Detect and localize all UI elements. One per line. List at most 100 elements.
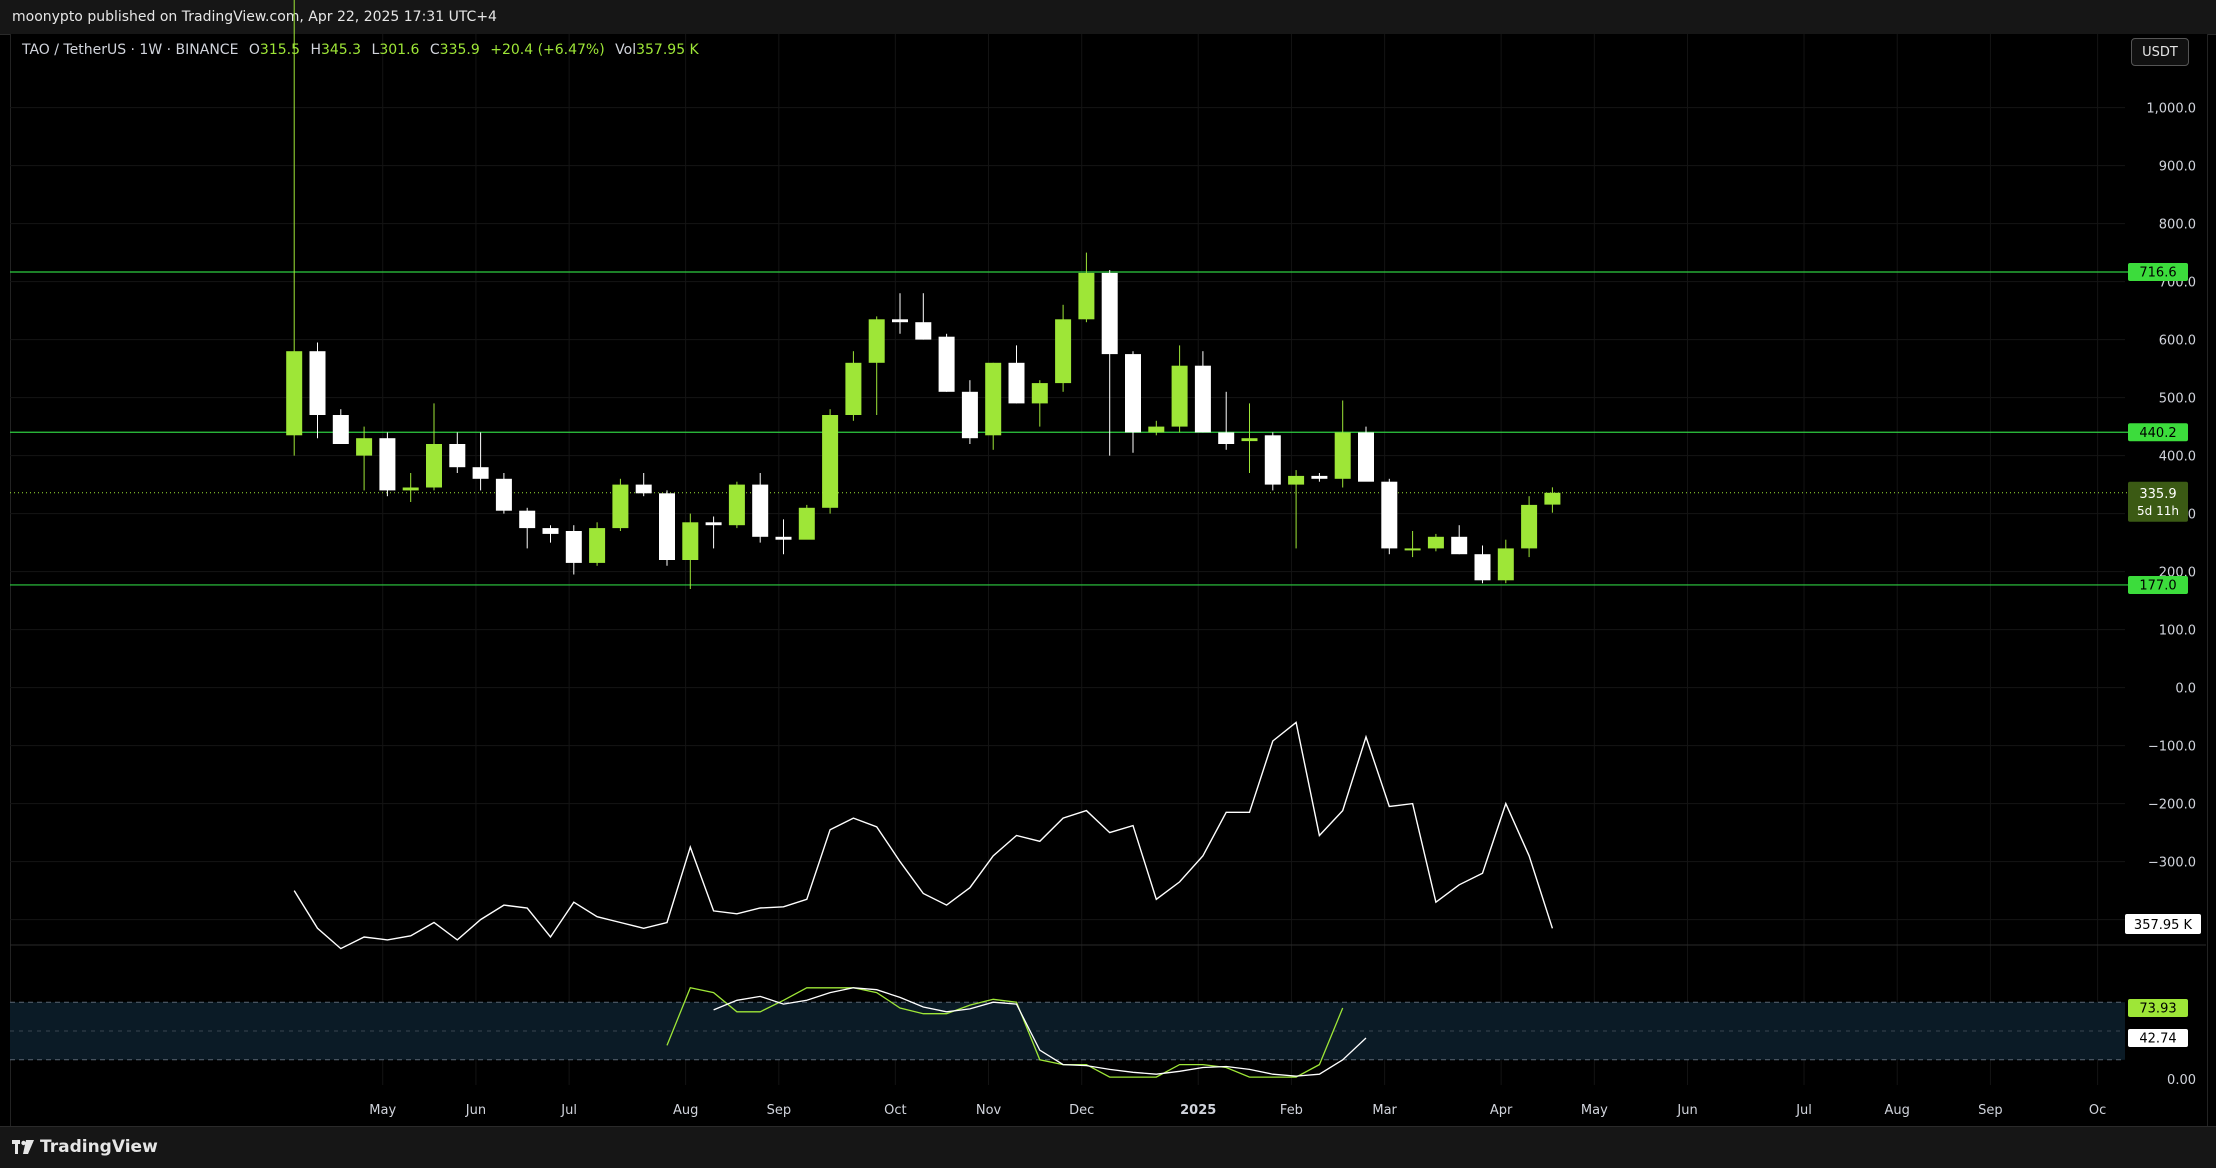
level-badge-text: 440.2 [2139, 426, 2176, 441]
price-badges: 716.6 440.2 177.0 335.9 5d 11h 357.95 K 73.93 4… [2125, 262, 2201, 1047]
candle-body [659, 493, 675, 560]
time-tick-label: May [369, 1103, 396, 1118]
candle-body [402, 487, 419, 491]
brand-text: TradingView [40, 1137, 158, 1157]
legend-high-label: H [310, 42, 321, 58]
candles [286, 0, 1561, 589]
candle-body [1334, 432, 1351, 479]
price-tick-label: 800.0 [2159, 218, 2196, 233]
candle-body [332, 415, 349, 444]
legend-vol: 357.95 K [636, 42, 699, 58]
price-tick-label: 400.0 [2159, 450, 2196, 465]
level-badge-text: 716.6 [2139, 265, 2176, 280]
candle-body [1381, 481, 1398, 549]
oscillator-k-badge-bg [2128, 999, 2188, 1018]
candle-body [822, 415, 839, 508]
oscillator-d-badge-bg [2128, 1028, 2188, 1047]
legend-open-label: O [248, 42, 260, 58]
candle-body [635, 484, 652, 494]
time-tick-label: Oc [2089, 1103, 2106, 1118]
level-badge-bg [2128, 575, 2188, 594]
candle-body [682, 522, 699, 560]
candle-body [1218, 432, 1235, 444]
candle-body [589, 528, 606, 563]
candle-body [1474, 554, 1491, 581]
time-tick-label: Feb [1280, 1103, 1303, 1118]
price-tick-label: 500.0 [2159, 392, 2196, 407]
level-badge-text: 177.0 [2139, 578, 2176, 593]
footer-bar: TradingView [0, 1126, 2216, 1168]
time-tick-label: Sep [767, 1103, 792, 1118]
currency-button[interactable]: USDT [2131, 38, 2189, 66]
oscillator-lines [666, 987, 1367, 1078]
candle-body [1451, 536, 1468, 555]
time-tick-label: Dec [1069, 1103, 1094, 1118]
candle-body [1427, 536, 1444, 549]
oscillator-d-line [713, 987, 1367, 1077]
indicator-tick-label: −300.0 [2148, 856, 2196, 871]
oscillator-k-badge-text: 73.93 [2139, 1002, 2176, 1017]
publish-text: moonypto published on TradingView.com, A… [12, 9, 497, 25]
candle-body [845, 362, 862, 415]
level-badge-bg [2128, 423, 2188, 442]
candle-body [1125, 354, 1141, 433]
candle-body [985, 362, 1002, 436]
time-tick-label: Jul [560, 1103, 577, 1118]
chart-frame [10, 34, 2208, 1126]
legend-close-label: C [429, 42, 440, 58]
grid [10, 34, 2206, 1085]
candle-body [915, 322, 932, 340]
candle-body [1171, 365, 1188, 427]
candle-body [728, 484, 745, 526]
tradingview-logo-icon [12, 1140, 34, 1154]
legend-low-label: L [371, 42, 380, 58]
candle-body [1241, 438, 1258, 442]
time-axis: May Jun Jul Aug Sep Oct Nov Dec 2025 Feb Mar Apr May… [369, 1103, 2106, 1118]
time-tick-label: Sep [1978, 1103, 2003, 1118]
last-price-badge-bg [2128, 481, 2188, 522]
candle-body [309, 351, 326, 415]
candle-body [1031, 383, 1048, 404]
legend-change: +20.4 (+6.47%) [490, 42, 605, 58]
oscillator-d-badge-text: 42.74 [2139, 1031, 2176, 1046]
candle-body [379, 438, 396, 491]
candle-body [1521, 504, 1538, 549]
indicator-line [293, 721, 1554, 950]
candle-body [542, 528, 559, 534]
indicator-tick-label: −200.0 [2148, 798, 2196, 813]
oscillator-zero-label: 0.00 [2167, 1073, 2196, 1088]
horizontal-levels [10, 271, 2128, 586]
candle-body [1358, 432, 1374, 482]
time-tick-label: Aug [1885, 1103, 1910, 1118]
price-tick-label: 1,000.0 [2146, 102, 2196, 117]
indicator-last-badge-text: 357.95 K [2134, 918, 2193, 933]
time-tick-label: Apr [1490, 1103, 1513, 1118]
candle-body [286, 351, 303, 436]
time-tick-label: Aug [673, 1103, 698, 1118]
price-tick-label: 0.0 [2175, 682, 2196, 697]
legend-high: 345.3 [320, 42, 362, 58]
candle-body [449, 444, 466, 468]
candle-body [1264, 435, 1281, 485]
indicator-last-badge-bg [2125, 914, 2201, 934]
time-tick-label: May [1581, 1103, 1608, 1118]
candle-body [356, 438, 373, 456]
price-tick-label: 900.0 [2159, 160, 2196, 175]
candle-body [1497, 548, 1514, 581]
candle-body [1008, 362, 1025, 404]
candle-body [1078, 272, 1095, 320]
price-axis: 1,000.0900.0800.0700.0600.0500.0400.0300… [2146, 102, 2196, 1088]
candle-body [892, 319, 908, 323]
candle-body [1404, 548, 1421, 551]
price-tick-label: 600.0 [2159, 334, 2196, 349]
time-tick-label: 2025 [1180, 1103, 1216, 1118]
time-tick-label: Mar [1372, 1103, 1397, 1118]
time-tick-label: Oct [884, 1103, 906, 1118]
candle-body [426, 444, 442, 488]
candle-body [961, 391, 978, 439]
tradingview-brand[interactable]: TradingView [12, 1137, 158, 1157]
legend-symbol: TAO / TetherUS · 1W · BINANCE [22, 42, 239, 58]
candle-body [1194, 365, 1211, 433]
time-tick-label: Jul [1795, 1103, 1812, 1118]
